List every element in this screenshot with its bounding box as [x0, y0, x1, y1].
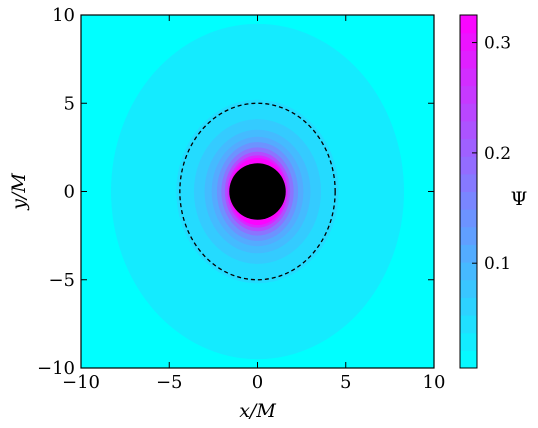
x-tick-label: −5	[156, 372, 183, 393]
y-tick-label: −5	[48, 270, 75, 291]
colorbar-frame	[459, 14, 478, 369]
y-tick-label: 10	[52, 5, 75, 26]
colorbar-band	[460, 350, 477, 369]
colorbar-tick-label: 0.1	[484, 254, 511, 274]
x-axis-label: x/M	[239, 400, 276, 422]
y-tick-label: −10	[37, 358, 75, 379]
colorbar-band	[460, 297, 477, 316]
colorbar-band	[460, 32, 477, 51]
colorbar-band	[460, 85, 477, 104]
x-tick-label: 0	[252, 372, 263, 393]
colorbar-band	[460, 120, 477, 140]
colorbar-band	[460, 191, 477, 210]
colorbar-band	[460, 262, 477, 281]
colorbar-band	[460, 315, 477, 334]
colorbar-band	[460, 279, 477, 298]
dashed-contour	[179, 102, 336, 281]
colorbar-band	[460, 332, 477, 351]
black-hole-disk	[229, 163, 286, 220]
colorbar: 0.1 0.2 0.3	[459, 14, 511, 369]
colorbar-band	[460, 15, 477, 34]
axes: −10 −5 0 5 10 −10 −5 0 5 10	[37, 5, 445, 393]
x-tick-label: −10	[62, 372, 100, 393]
colorbar-label: Ψ	[511, 188, 528, 210]
colorbar-band	[460, 173, 477, 192]
colorbar-band	[460, 244, 477, 263]
y-axis-label: y/M	[8, 173, 30, 211]
colorbar-band	[460, 138, 477, 157]
colorbar-band	[460, 156, 477, 175]
colorbar-band	[460, 67, 477, 87]
colorbar-band	[460, 50, 477, 69]
colorbar-band	[460, 209, 477, 228]
plot-area	[81, 15, 434, 368]
x-tick-label: 10	[423, 372, 446, 393]
colorbar-band	[460, 226, 477, 245]
y-tick-label: 0	[64, 182, 75, 203]
colorbar-band	[460, 103, 477, 122]
colorbar-tick-label: 0.2	[484, 144, 511, 164]
colorbar-tick-label: 0.3	[484, 34, 511, 54]
y-tick-label: 5	[64, 93, 75, 114]
x-tick-label: 5	[340, 372, 351, 393]
